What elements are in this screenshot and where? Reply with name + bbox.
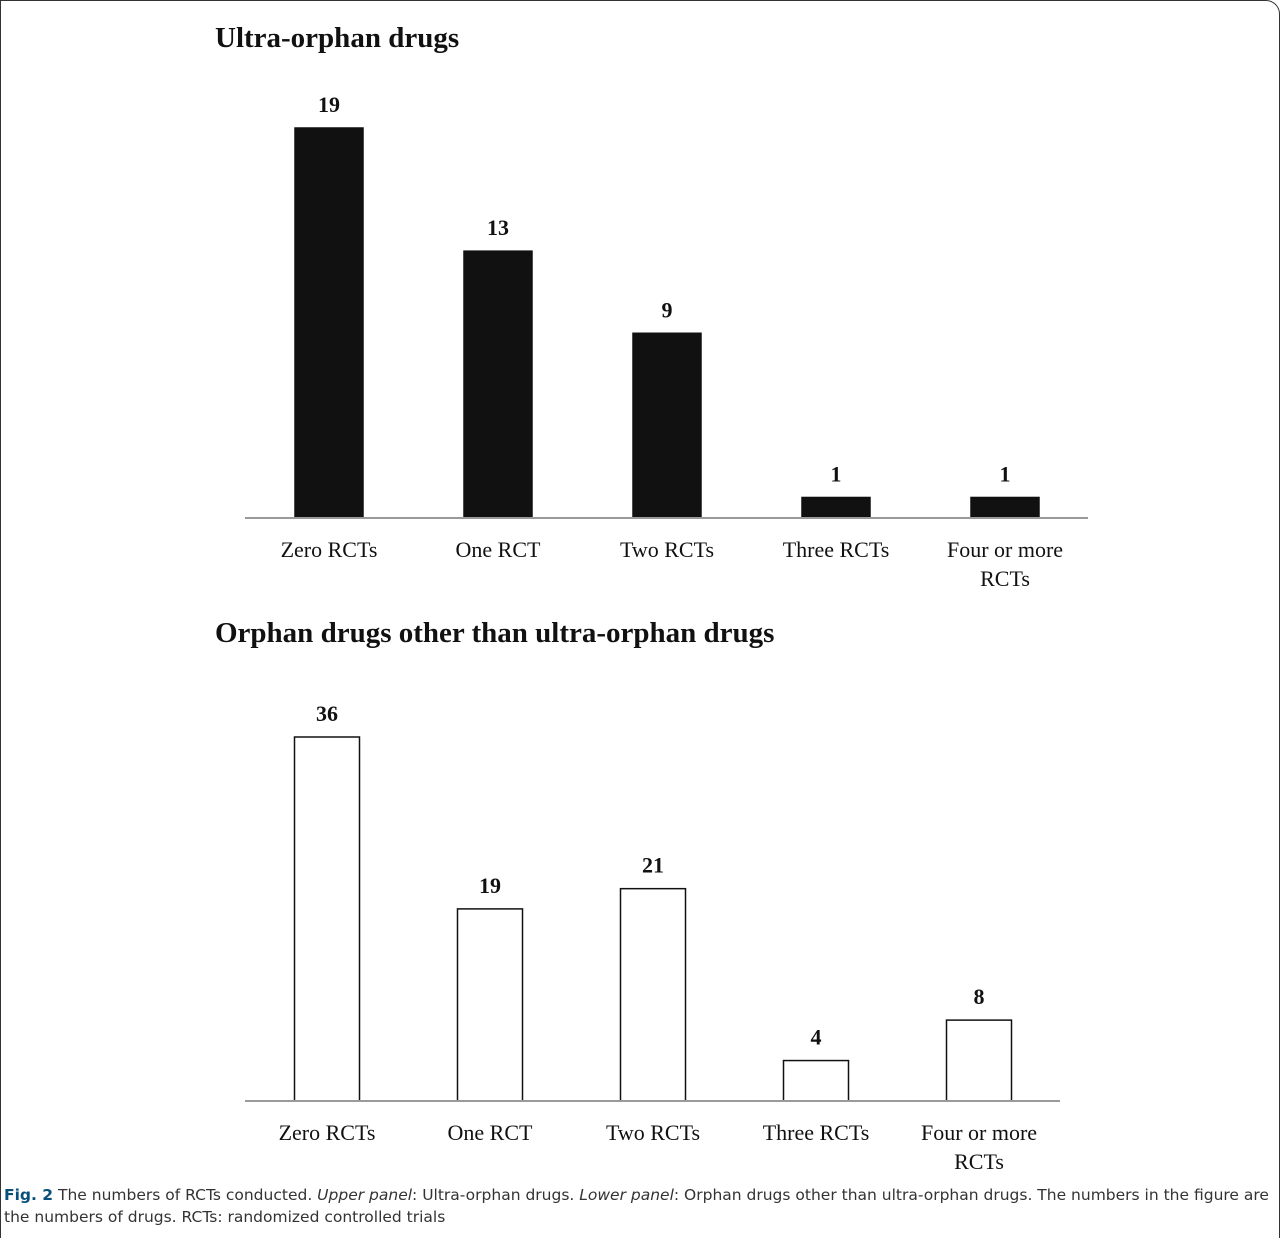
data-label: 4 (811, 1025, 822, 1050)
bar-5 (970, 496, 1040, 519)
category-label: One RCT (448, 1120, 534, 1145)
caption-text-1: The numbers of RCTs conducted. (53, 1186, 318, 1204)
bar-2 (463, 250, 533, 519)
bar-3 (619, 887, 687, 1102)
panel-title: Ultra-orphan drugs (215, 22, 459, 54)
data-label: 19 (318, 92, 340, 117)
data-label: 8 (974, 984, 985, 1009)
category-label: One RCT (456, 537, 542, 562)
caption-upper-label: Upper panel (317, 1186, 413, 1204)
category-label: Four or more RCTs (947, 537, 1063, 591)
data-label: 1 (1000, 461, 1011, 486)
category-label: Two RCTs (620, 537, 714, 562)
upper-panel: Ultra-orphan drugs 19 Zero RCTs 13 One RCT 9 T… (215, 22, 1088, 591)
category-label: Two RCTs (606, 1120, 700, 1145)
panel-title: Orphan drugs other than ultra-orphan dru… (215, 617, 774, 649)
caption-lower-label: Lower panel (579, 1186, 674, 1204)
lower-panel: Orphan drugs other than ultra-orphan dru… (215, 617, 1060, 1174)
data-label: 36 (316, 701, 338, 726)
data-label: 13 (487, 215, 509, 240)
category-label: Three RCTs (783, 537, 890, 562)
figure-caption: Fig. 2 The numbers of RCTs conducted. Up… (4, 1184, 1274, 1228)
data-label: 9 (662, 297, 673, 322)
caption-fig-label: Fig. 2 (4, 1186, 54, 1204)
bar-5 (945, 1019, 1013, 1102)
category-label: Zero RCTs (281, 537, 378, 562)
category-label: Four or more RCTs (921, 1120, 1037, 1174)
bar-2 (456, 908, 524, 1102)
bar-3 (632, 332, 702, 519)
caption-text-3: : Orphan drugs other than ultra-orphan d… (4, 1186, 1269, 1226)
caption-text-2: : Ultra-orphan drugs. (412, 1186, 580, 1204)
bar-4 (782, 1059, 850, 1102)
data-label: 1 (831, 461, 842, 486)
category-label: Three RCTs (763, 1120, 870, 1145)
bar-4 (801, 496, 871, 519)
category-label: Zero RCTs (279, 1120, 376, 1145)
bar-1 (294, 127, 364, 519)
figure-svg: Ultra-orphan drugs 19 Zero RCTs 13 One RCT 9 T… (215, 22, 1088, 1174)
data-label: 19 (479, 873, 501, 898)
bar-1 (293, 736, 361, 1102)
data-label: 21 (642, 853, 664, 878)
